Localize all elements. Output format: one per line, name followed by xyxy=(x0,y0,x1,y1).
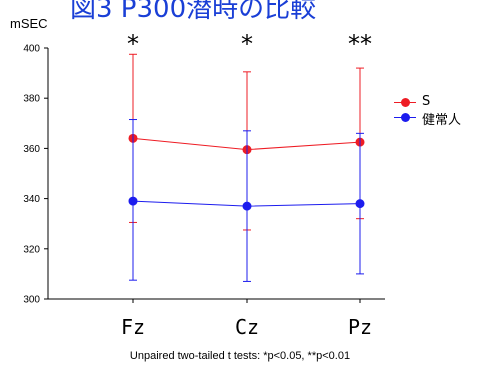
x-tick-label: Fz xyxy=(121,315,145,339)
legend-label-normal: 健常人 xyxy=(422,113,462,128)
data-point-normal xyxy=(355,199,365,209)
significance-marker: ** xyxy=(348,30,372,58)
significance-marker: * xyxy=(127,30,139,58)
data-point-normal xyxy=(242,201,252,211)
y-tick-label: 360 xyxy=(23,144,40,155)
y-tick-label: 340 xyxy=(23,194,40,205)
chart-title: 図3 P300潜時の比較 xyxy=(70,0,317,24)
legend-label-s: S xyxy=(422,94,431,109)
x-tick-label: Cz xyxy=(235,315,259,339)
y-axis-unit: mSEC xyxy=(10,16,48,31)
legend-marker-normal xyxy=(401,113,410,122)
y-tick-label: 300 xyxy=(23,295,40,306)
significance-marker: * xyxy=(241,30,253,58)
legend-marker-s xyxy=(401,98,410,107)
y-tick-label: 320 xyxy=(23,244,40,255)
footnote: Unpaired two-tailed t tests: *p<0.05, **… xyxy=(129,350,351,362)
y-tick-label: 400 xyxy=(23,44,40,55)
data-point-normal xyxy=(128,196,138,206)
x-tick-label: Pz xyxy=(348,315,372,339)
y-tick-label: 380 xyxy=(23,94,40,105)
